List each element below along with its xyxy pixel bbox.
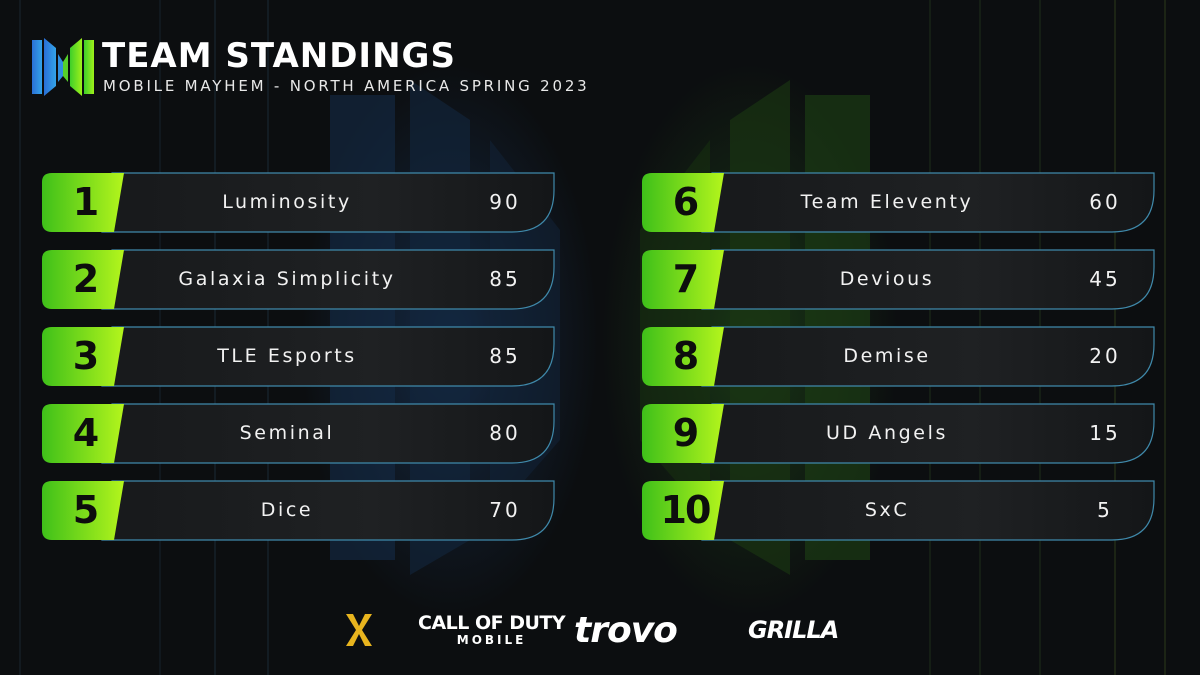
rank-number: 9: [672, 411, 699, 455]
standing-row: 1 Luminosity 90: [42, 172, 558, 236]
rank-number: 7: [672, 257, 699, 301]
page-subtitle: MOBILE MAYHEM - NORTH AMERICA SPRING 202…: [103, 77, 590, 95]
standing-plate: [42, 326, 555, 387]
team-points: 45: [1089, 267, 1121, 291]
team-name: Luminosity: [222, 191, 352, 213]
team-name: Demise: [843, 345, 931, 367]
team-name: Galaxia Simplicity: [178, 268, 396, 290]
standing-row: 4 Seminal 80: [42, 403, 558, 467]
mobile-mayhem-logo-icon: [32, 38, 94, 96]
standing-plate: [642, 249, 1155, 310]
team-name: SxC: [864, 499, 910, 521]
team-name: Devious: [839, 268, 935, 290]
team-name: Seminal: [239, 422, 335, 444]
mobile-mayhem-small-logo-icon: [344, 600, 374, 660]
standing-plate: [642, 172, 1155, 233]
standings-right-column: 6 Team Eleventy 60 7 Devious 45 8 Demise…: [642, 172, 1158, 557]
team-points: 80: [489, 421, 521, 445]
cod-sub-text: MOBILE: [456, 633, 527, 647]
team-name: UD Angels: [826, 422, 948, 444]
team-points: 85: [489, 267, 521, 291]
cod-mobile-logo: CALL OF DUTY MOBILE: [418, 600, 566, 660]
trovo-logo: trovo: [574, 600, 678, 660]
team-name: Team Eleventy: [800, 191, 974, 213]
team-points: 5: [1097, 498, 1113, 522]
standing-plate: [42, 480, 555, 541]
rank-number: 10: [660, 488, 712, 532]
standing-row: 5 Dice 70: [42, 480, 558, 544]
rank-number: 2: [72, 257, 99, 301]
standing-plate: [642, 326, 1155, 387]
sponsor-bar: CALL OF DUTY MOBILE trovo GRILLA: [0, 600, 1200, 660]
standing-row: 6 Team Eleventy 60: [642, 172, 1158, 236]
standing-row: 2 Galaxia Simplicity 85: [42, 249, 558, 313]
rank-number: 6: [672, 180, 699, 224]
standing-row: 9 UD Angels 15: [642, 403, 1158, 467]
standing-plate: [642, 403, 1155, 464]
standing-plate: [42, 249, 555, 310]
standing-plate: [642, 480, 1155, 541]
standing-plate: [42, 403, 555, 464]
team-name: TLE Esports: [217, 345, 357, 367]
trovo-text: trovo: [574, 609, 678, 651]
grilla-text: GRILLA: [748, 616, 839, 644]
standing-row: 3 TLE Esports 85: [42, 326, 558, 390]
team-name: Dice: [260, 499, 314, 521]
rank-number: 4: [72, 411, 99, 455]
rank-number: 1: [72, 180, 99, 224]
rank-number: 8: [672, 334, 699, 378]
rank-number: 5: [72, 488, 99, 532]
team-points: 85: [489, 344, 521, 368]
rank-number: 3: [72, 334, 99, 378]
team-points: 70: [489, 498, 521, 522]
cod-main-text: CALL OF DUTY: [418, 612, 566, 634]
grilla-logo: GRILLA: [748, 600, 839, 660]
team-points: 90: [489, 190, 521, 214]
standing-row: 10 SxC 5: [642, 480, 1158, 544]
standing-plate: [42, 172, 555, 233]
team-points: 60: [1089, 190, 1121, 214]
standing-row: 7 Devious 45: [642, 249, 1158, 313]
team-points: 20: [1089, 344, 1121, 368]
standing-row: 8 Demise 20: [642, 326, 1158, 390]
standings-left-column: 1 Luminosity 90 2 Galaxia Simplicity 85 …: [42, 172, 558, 557]
team-points: 15: [1089, 421, 1121, 445]
page-title: TEAM STANDINGS: [102, 36, 456, 76]
